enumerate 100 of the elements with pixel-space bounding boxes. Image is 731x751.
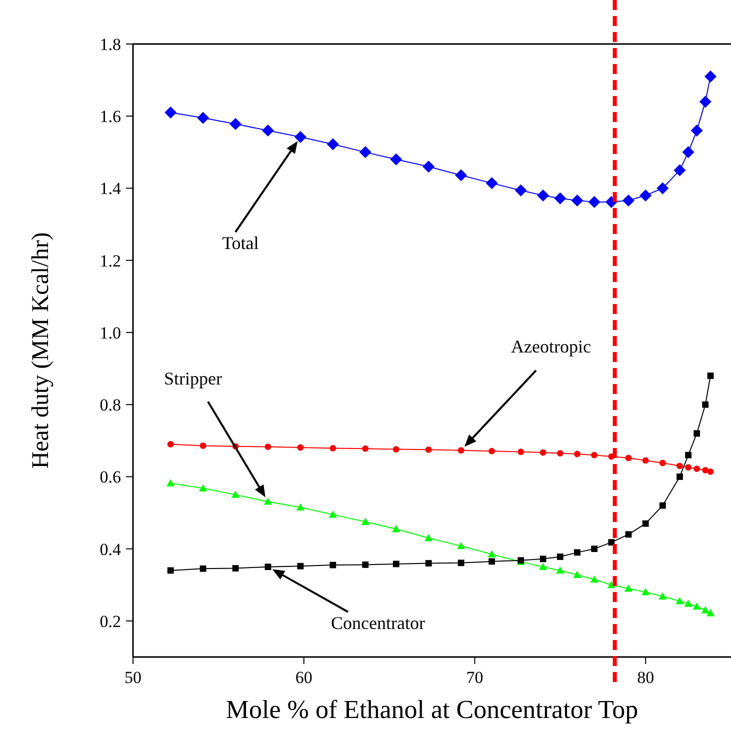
point bbox=[330, 562, 336, 568]
point bbox=[642, 520, 649, 527]
point bbox=[607, 580, 616, 588]
x-tick-label: 70 bbox=[466, 668, 484, 687]
point bbox=[685, 452, 692, 458]
point bbox=[659, 460, 666, 466]
point bbox=[608, 539, 615, 546]
point bbox=[230, 118, 242, 130]
point bbox=[701, 606, 710, 614]
point bbox=[167, 567, 174, 574]
point bbox=[457, 542, 466, 550]
y-tick-label: 1.6 bbox=[100, 107, 121, 126]
point bbox=[658, 592, 667, 600]
annotation: Total bbox=[222, 233, 259, 254]
point bbox=[707, 468, 714, 475]
point bbox=[455, 169, 468, 182]
point bbox=[297, 444, 304, 451]
point bbox=[537, 189, 550, 202]
point bbox=[574, 549, 580, 556]
point bbox=[684, 600, 692, 607]
point bbox=[590, 575, 598, 583]
point bbox=[514, 184, 527, 196]
point bbox=[573, 570, 582, 578]
y-tick-label: 0.4 bbox=[100, 540, 122, 559]
y-tick-label: 0.8 bbox=[100, 396, 121, 415]
point bbox=[556, 566, 564, 574]
point bbox=[640, 189, 652, 202]
point bbox=[674, 164, 686, 176]
point bbox=[197, 112, 210, 124]
point bbox=[264, 444, 272, 450]
annotation: Azeotropic bbox=[511, 336, 592, 356]
point bbox=[702, 467, 709, 474]
point bbox=[574, 450, 580, 458]
point bbox=[676, 597, 684, 604]
y-tick-label: 1.2 bbox=[100, 251, 121, 270]
point bbox=[699, 96, 712, 108]
point bbox=[362, 445, 369, 452]
point bbox=[591, 452, 598, 458]
x-axis-title: Mole % of Ethanol at Concentrator Top bbox=[226, 695, 638, 724]
point bbox=[425, 560, 432, 566]
point bbox=[296, 503, 304, 511]
point bbox=[262, 124, 274, 137]
point bbox=[390, 153, 402, 166]
point bbox=[392, 524, 400, 532]
point bbox=[326, 138, 339, 150]
point bbox=[392, 446, 400, 452]
point bbox=[330, 445, 336, 452]
point bbox=[488, 448, 495, 454]
point bbox=[702, 401, 709, 408]
point bbox=[692, 602, 701, 610]
annotation: Concentrator bbox=[330, 612, 425, 633]
point bbox=[540, 449, 546, 456]
point bbox=[232, 490, 240, 498]
point bbox=[164, 106, 177, 119]
point bbox=[392, 560, 400, 568]
annotation: Stripper bbox=[164, 368, 222, 389]
point bbox=[676, 474, 683, 480]
x-tick-label: 80 bbox=[637, 668, 654, 687]
x-tick-label: 50 bbox=[124, 668, 142, 687]
point bbox=[328, 510, 337, 518]
point bbox=[642, 588, 650, 596]
point bbox=[166, 479, 175, 486]
point bbox=[294, 131, 306, 144]
y-tick-label: 1.8 bbox=[100, 35, 121, 54]
y-tick-label: 1.4 bbox=[100, 179, 122, 198]
point bbox=[458, 447, 464, 454]
point bbox=[588, 196, 600, 208]
point bbox=[571, 194, 584, 206]
point bbox=[622, 194, 634, 206]
point bbox=[200, 565, 206, 572]
point bbox=[556, 554, 564, 560]
point bbox=[199, 484, 208, 492]
point bbox=[704, 70, 716, 82]
point bbox=[167, 441, 174, 448]
point bbox=[359, 146, 372, 158]
point bbox=[554, 192, 566, 204]
point bbox=[591, 546, 598, 552]
point bbox=[488, 558, 495, 565]
point bbox=[676, 462, 683, 470]
point bbox=[690, 124, 703, 137]
point bbox=[656, 182, 669, 194]
point bbox=[540, 556, 546, 562]
y-tick-label: 0.6 bbox=[100, 468, 121, 487]
point bbox=[625, 531, 632, 538]
point bbox=[488, 550, 496, 558]
point bbox=[424, 534, 433, 542]
point bbox=[264, 498, 272, 505]
point bbox=[425, 446, 432, 453]
point bbox=[625, 454, 632, 462]
point bbox=[458, 560, 464, 566]
point bbox=[685, 464, 692, 471]
point bbox=[624, 584, 632, 592]
point bbox=[264, 564, 272, 570]
point bbox=[694, 466, 700, 472]
point bbox=[362, 561, 369, 568]
y-tick-label: 1.0 bbox=[100, 323, 121, 342]
point bbox=[297, 562, 304, 570]
point bbox=[706, 609, 714, 616]
point bbox=[539, 562, 548, 570]
point bbox=[642, 457, 649, 464]
